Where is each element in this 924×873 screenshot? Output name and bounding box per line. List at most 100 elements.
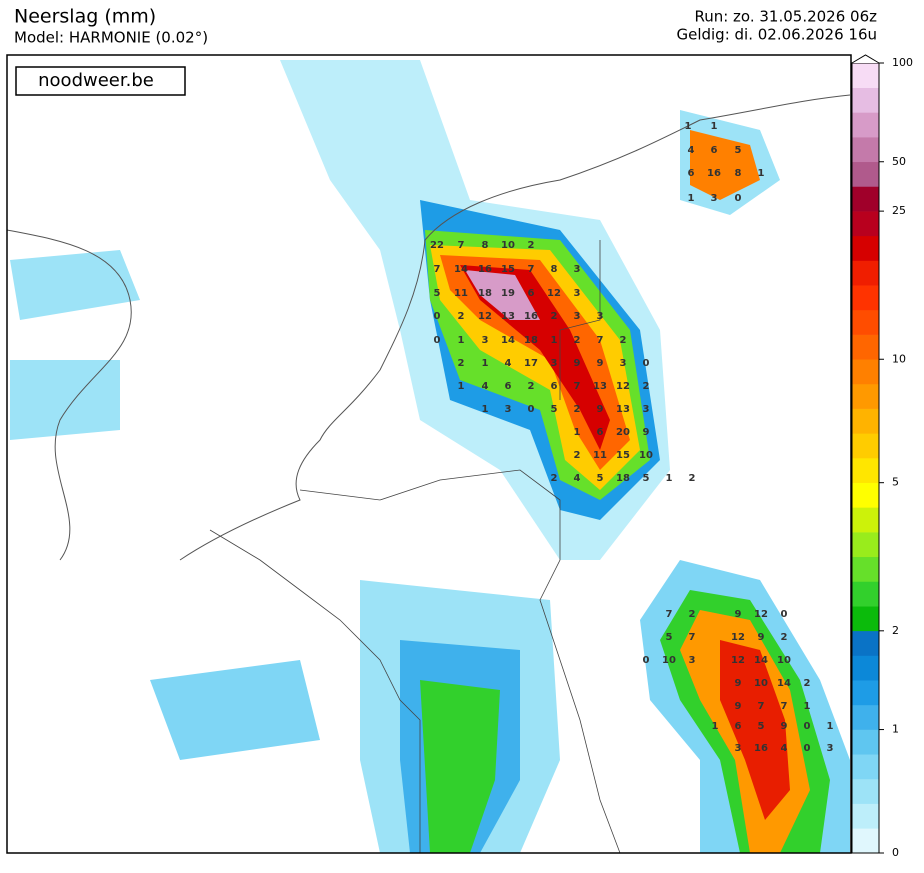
colorbar-tick-label: 50 xyxy=(892,155,906,168)
colorbar-tick-label: 2 xyxy=(892,624,899,637)
value-label: 9 xyxy=(597,404,604,415)
subtitle: Model: HARMONIE (0.02°) xyxy=(14,29,208,47)
colorbar-segment xyxy=(852,556,879,582)
value-label: 1 xyxy=(458,335,465,346)
value-label: 2 xyxy=(574,450,581,461)
colorbar-segment xyxy=(852,680,879,706)
colorbar-segment xyxy=(852,803,879,829)
value-label: 5 xyxy=(758,721,765,732)
value-label: 9 xyxy=(781,721,788,732)
value-label: 19 xyxy=(501,288,515,299)
value-label: 2 xyxy=(689,473,696,484)
value-label: 16 xyxy=(478,264,492,275)
colorbar-segment xyxy=(852,482,879,508)
value-label: 5 xyxy=(666,632,673,643)
colorbar-segment xyxy=(852,63,879,88)
value-label: 14 xyxy=(501,335,515,346)
value-label: 10 xyxy=(501,240,515,251)
value-label: 4 xyxy=(574,473,581,484)
value-label: 0 xyxy=(434,311,441,322)
colorbar-segment xyxy=(852,655,879,681)
value-label: 15 xyxy=(616,450,630,461)
value-label: 0 xyxy=(434,335,441,346)
value-label: 11 xyxy=(593,450,607,461)
value-label: 1 xyxy=(712,721,719,732)
value-label: 12 xyxy=(731,632,745,643)
value-label: 3 xyxy=(482,335,489,346)
colorbar-segment xyxy=(852,359,879,385)
value-label: 1 xyxy=(758,168,765,179)
value-label: 1 xyxy=(685,121,692,132)
value-label: 9 xyxy=(758,632,765,643)
colorbar-tick-label: 100 xyxy=(892,56,913,69)
value-label: 9 xyxy=(735,678,742,689)
value-label: 6 xyxy=(597,427,604,438)
value-label: 10 xyxy=(639,450,653,461)
value-label: 7 xyxy=(689,632,696,643)
value-label: 16 xyxy=(754,743,768,754)
value-label: 7 xyxy=(597,335,604,346)
colorbar-segment xyxy=(852,704,879,730)
value-label: 12 xyxy=(547,288,561,299)
colorbar-segment xyxy=(852,334,879,360)
value-label: 1 xyxy=(551,335,558,346)
colorbar-segment xyxy=(852,828,879,854)
colorbar-segment xyxy=(852,754,879,780)
value-label: 13 xyxy=(616,404,630,415)
colorbar-segment xyxy=(852,778,879,804)
value-label: 13 xyxy=(501,311,515,322)
colorbar-segment xyxy=(852,309,879,335)
value-label: 3 xyxy=(574,264,581,275)
value-label: 2 xyxy=(551,311,558,322)
colorbar-segment xyxy=(852,630,879,656)
value-labels: 1 14 6 56 16 8 11 3 022 7 8 10 27 14 16 15 7 8 35 11 18 19 6 12… xyxy=(430,121,833,754)
colorbar-segment xyxy=(852,260,879,286)
value-label: 8 xyxy=(735,168,742,179)
brand: noodweer.be xyxy=(38,70,154,91)
value-label: 5 xyxy=(597,473,604,484)
colorbar-segment xyxy=(852,211,879,237)
value-label: 17 xyxy=(524,358,538,369)
value-label: 4 xyxy=(688,145,695,156)
value-label: 0 xyxy=(804,743,811,754)
value-label: 5 xyxy=(735,145,742,156)
colorbar-tick-label: 10 xyxy=(892,352,906,365)
value-label: 12 xyxy=(616,381,630,392)
colorbar-segment xyxy=(852,532,879,558)
value-label: 3 xyxy=(735,743,742,754)
value-label: 4 xyxy=(505,358,512,369)
value-label: 20 xyxy=(616,427,630,438)
value-label: 12 xyxy=(754,609,768,620)
value-label: 1 xyxy=(574,427,581,438)
value-label: 3 xyxy=(574,311,581,322)
value-label: 2 xyxy=(551,473,558,484)
colorbar-tick-label: 0 xyxy=(892,846,899,859)
value-label: 11 xyxy=(454,288,468,299)
colorbar-arrow xyxy=(851,54,880,64)
value-label: 0 xyxy=(735,193,742,204)
value-label: 3 xyxy=(574,288,581,299)
value-label: 16 xyxy=(707,168,721,179)
value-label: 3 xyxy=(827,743,834,754)
value-label: 3 xyxy=(505,404,512,415)
value-label: 9 xyxy=(643,427,650,438)
value-label: 9 xyxy=(597,358,604,369)
colorbar-segment xyxy=(852,581,879,607)
value-label: 0 xyxy=(528,404,535,415)
value-label: 14 xyxy=(454,264,468,275)
colorbar-segment xyxy=(852,186,879,212)
value-label: 13 xyxy=(593,381,607,392)
value-label: 2 xyxy=(689,609,696,620)
colorbar-segment xyxy=(852,433,879,459)
value-label: 14 xyxy=(754,655,768,666)
map-frame xyxy=(6,54,852,854)
title: Neerslag (mm) xyxy=(14,6,156,28)
colorbar-segment xyxy=(852,606,879,632)
value-label: 14 xyxy=(777,678,791,689)
run-time: Run: zo. 31.05.2026 06z xyxy=(694,8,877,26)
value-label: 2 xyxy=(574,404,581,415)
value-label: 1 xyxy=(804,701,811,712)
colorbar-segment xyxy=(852,285,879,311)
colorbar-segment xyxy=(852,112,879,138)
